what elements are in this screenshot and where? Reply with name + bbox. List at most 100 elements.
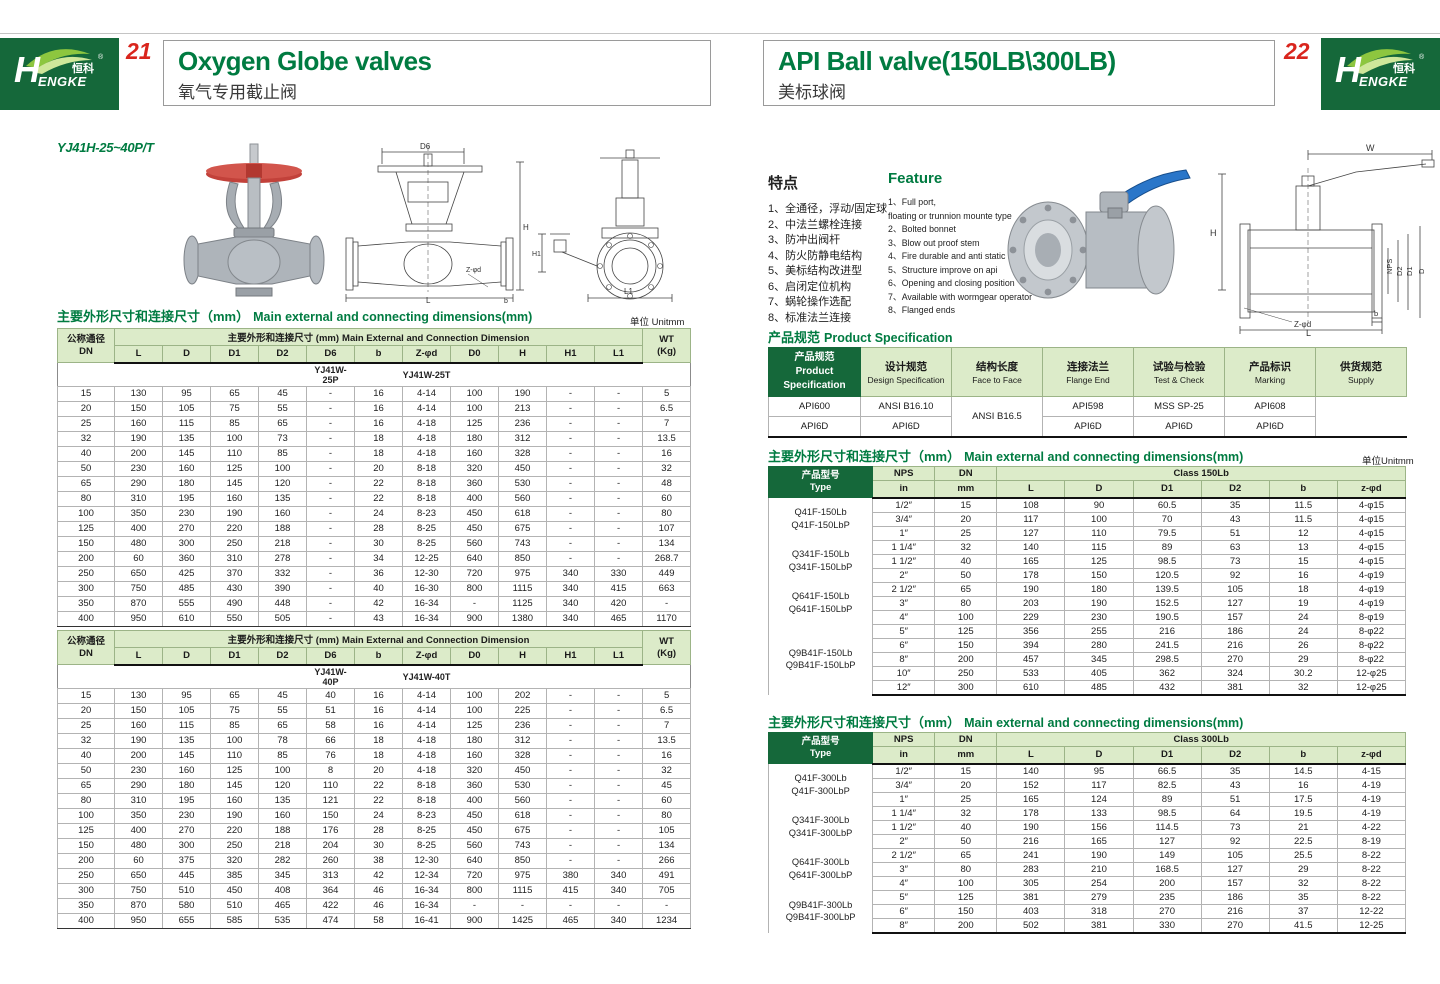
unit-label: 单位Unitmm [1362, 456, 1414, 467]
table-row: Q41F-150Lb Q41F-150LbP 1/2″ 15 108 90 60.5 35 11… [767, 497, 1407, 540]
table-row: 40 200 145 110 85 76 18 4-18 160 328- -16 [57, 747, 692, 764]
table-row: 10″ 250 533 405 362 324 30.2 12-φ25 [769, 665, 1407, 681]
features-zh: 特点 1、全通径，浮动/固定球 2、中法兰螺栓连接 3、防冲出阀杆 4、防火防静电结构… [768, 172, 888, 326]
type-label: Q41F-300Lb Q41F-300LbP [767, 763, 874, 806]
feature-item-en: 8、Flanged ends [888, 305, 955, 315]
features-zh-heading: 特点 [768, 175, 799, 192]
header-cell: b [1268, 746, 1338, 765]
feature-item-en: 5、Structure improve on api [888, 264, 998, 275]
header-cell: D1 [1132, 746, 1202, 765]
header-cell: Z-φd [402, 345, 451, 364]
header-cell: 供货规范 Supply [1315, 347, 1407, 397]
product-specification-table: 产品规范 Product Specification 设计规范 Design Sp… [768, 347, 1407, 438]
model-row: YJ41W-40P YJ41W-40T [57, 664, 691, 689]
header-cell: L1 [593, 647, 644, 666]
feature-item-zh: 3、防冲出阀杆 [768, 234, 841, 246]
table-row: 350 870 580 510 465 422 46 16-34- - - - - [57, 897, 692, 914]
header-cell: D2 [1200, 746, 1270, 765]
flange-standard: ANSI B16.5 [951, 396, 1043, 438]
header-cell: D6 [306, 647, 355, 666]
header-cell: b [354, 345, 403, 364]
table-row: 12″ 300 610 485 432 381 32 12-φ25 [769, 679, 1407, 696]
header-cell: 试验与检验 Test & Check [1133, 347, 1225, 397]
globe-valve-side-drawing: H1 L1 [532, 144, 710, 307]
table-row: 125 400 270 220 188-28 8-25 450 675- -107 [57, 520, 692, 537]
page-title-zh: 氧气专用截止阀 [178, 82, 297, 102]
dim-label: D2 [1395, 266, 1404, 276]
spec-header-row: 产品规范 Product Specification 设计规范 Design Sp… [768, 347, 1407, 397]
feature-item-zh: 8、标准法兰连接 [768, 311, 852, 324]
table-row: 250 650 445 385 345 313 42 12-34 720 975 380 340 491 [57, 867, 692, 884]
table-row: 8″ 200 502 381 330 270 41.5 12-25 [769, 917, 1407, 934]
section-heading-left: 主要外形尺寸和连接尺寸（mm） Main external and connect… [57, 306, 695, 326]
logo-letter: H [14, 49, 40, 90]
type-label: Q41F-150Lb Q41F-150LbP [767, 497, 874, 540]
leaf-icon [1347, 49, 1413, 74]
dim-label: L1 [624, 287, 633, 296]
model-variant: YJ41W-25P [306, 362, 355, 387]
brand-logo-left: H ENGKE 恒科 ® [0, 38, 119, 110]
dim-label: D [1417, 268, 1426, 274]
column-header-type: 产品型号 Type [767, 732, 874, 764]
column-header-dn: DN [934, 466, 998, 481]
feature-item-zh: 1、全通径，浮动/固定球 [768, 203, 888, 215]
table-row: 15 130 95 65 45 40 16 4-14 100 202- -5 [57, 687, 692, 704]
section-heading-150: 主要外形尺寸和连接尺寸（mm） Main external and connect… [768, 446, 1406, 466]
logo-wordmark: ENGKE [38, 74, 87, 89]
table-row: 6″ 150 403 318 270 216 37 12-22 [769, 903, 1407, 919]
table-row: 200 60 375 320 282 260 38 12-30 640 850- -266 [57, 852, 692, 869]
column-header-dn: DN [934, 732, 998, 747]
features-en-heading: Feature [888, 170, 943, 187]
dim-label: H [1210, 228, 1217, 238]
table-row: 125 400 270 220 188 176 28 8-25 450 675- -105 [57, 822, 692, 839]
dim-label: D1 [1405, 266, 1414, 276]
column-header-wt: WT (Kg) [642, 328, 692, 363]
spec-corner-cell: 产品规范 Product Specification [768, 347, 861, 397]
column-headers: L D D1 D2 D6 b Z-φd D0 H H1 L1 [58, 345, 691, 364]
header-cell: z-φd [1336, 746, 1407, 765]
header-cell: D [162, 345, 211, 364]
header-cell: D2 [1200, 480, 1270, 499]
header-cell: D [162, 647, 211, 666]
table-row: Q9B41F-300Lb Q9B41F-300LbP 5″ 125 381 279 235 1… [767, 889, 1407, 933]
table-row: 20 150 105 75 55 51 16 4-14 100 225- -6.5 [57, 702, 692, 719]
column-headers: in mm L D D1 D2 b z-φd [769, 746, 1407, 765]
model-variant: YJ41W-25T [402, 362, 451, 387]
feature-item-zh: 2、中法兰螺栓连接 [768, 218, 863, 231]
type-label: Q9B41F-300Lb Q9B41F-300LbP [767, 890, 874, 933]
section-heading-en: Main external and connecting dimensions(… [253, 310, 533, 324]
dim-label: H [523, 223, 529, 232]
feature-item-en: 7、Available with wormgear operator [888, 291, 1033, 302]
page-number-right: 22 [1284, 38, 1310, 64]
logo-chinese: 恒科 [72, 63, 94, 75]
feature-item-zh: 5、美标结构改进型 [768, 265, 863, 277]
section-heading-zh: 主要外形尺寸和连接尺寸（mm） [57, 309, 250, 324]
feature-item-zh: 7、蜗轮操作选配 [768, 296, 852, 308]
dim-label: D6 [420, 142, 431, 151]
header-cell: Z-φd [402, 647, 451, 666]
table-row: 1″ 25 165 124 89 51 17.5 4-19 [769, 791, 1407, 807]
dim-label: Z-φd [466, 267, 481, 274]
table-row: 400 950 610 550 505-43 16-34 900 1380 340 465 1170 [57, 610, 692, 627]
globe-dimensions-table-40: 公称通径 DN 主要外形和连接尺寸 (mm) Main External and C… [57, 630, 692, 929]
feature-item-en: 2、Bolted bonnet [888, 224, 956, 234]
dim-label: L [1306, 328, 1311, 336]
table-row: 350 870 555 490 448-42 16-34-1125 340 420- [57, 595, 692, 612]
type-label: Q341F-300Lb Q341F-300LbP [767, 806, 874, 848]
header-cell: D2 [258, 647, 307, 666]
column-header-dn: 公称通径 DN [57, 328, 115, 363]
registered-mark: ® [98, 54, 104, 61]
type-label: Q341F-150Lb Q341F-150LbP [767, 540, 874, 582]
header-cell: L [114, 647, 163, 666]
header-cell: b [354, 647, 403, 666]
type-label: Q641F-300Lb Q641F-300LbP [767, 848, 874, 890]
header-cell: b [1268, 480, 1338, 499]
section-heading-en: Main external and connecting dimensions(… [964, 716, 1244, 730]
table-row: 25 160 115 85 65 58 16 4-14 125 236- -7 [57, 717, 692, 734]
dim-label: H1 [532, 251, 541, 258]
globe-valve-photo [178, 142, 330, 309]
header-cell: D [1064, 480, 1134, 499]
table-row: 8″ 200 457 345 298.5 270 29 8-φ22 [769, 651, 1407, 667]
top-rule [0, 33, 1440, 34]
table-row: 32 190 135 100 73-18 4-18 180 312- -13.5 [57, 430, 692, 447]
